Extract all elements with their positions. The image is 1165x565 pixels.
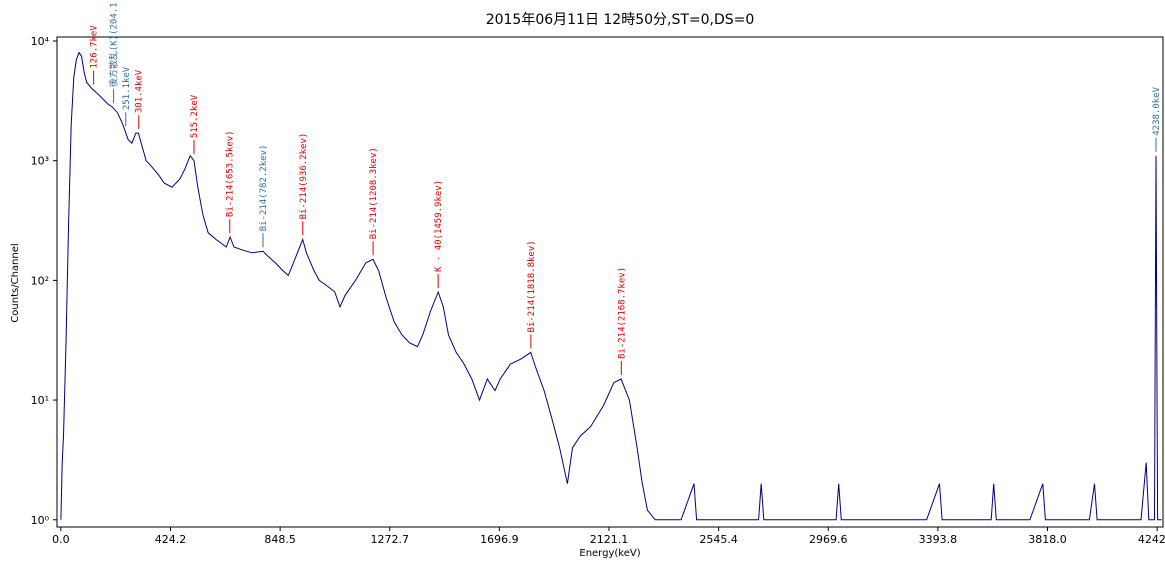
x-tick-label: 3818.0 (1028, 533, 1067, 546)
x-tick-label: 2121.1 (590, 533, 629, 546)
annotation-label: Bi-214(1208.3kev) (369, 147, 379, 239)
x-tick-label: 848.5 (264, 533, 296, 546)
annotation-label: Bi-214(2168.7kev) (617, 267, 627, 359)
x-tick-label: 1696.9 (480, 533, 519, 546)
x-tick-label: 2545.4 (699, 533, 738, 546)
x-tick-label: 424.2 (155, 533, 187, 546)
y-tick-label: 10² (31, 274, 49, 287)
y-tick-label: 10³ (31, 155, 49, 168)
annotation-label: Bi-214(653.5kev) (226, 130, 236, 217)
annotation-label: Bi-214(782.2kev) (259, 145, 269, 232)
x-axis-label: Energy(keV) (579, 548, 640, 559)
annotation-label: 後方散乱(K)(204.1 (108, 2, 120, 87)
annotation-label: Bi-214(936.2kev) (299, 133, 309, 220)
x-tick-label: 4242.3 (1138, 533, 1165, 546)
x-tick-label: 3393.8 (919, 533, 958, 546)
annotation-label: Bi-214(1818.8kev) (527, 240, 537, 332)
annotation-label: 515.2keV (190, 94, 200, 138)
y-tick-label: 10⁴ (31, 35, 50, 48)
annotation-label: 301.4keV (135, 69, 145, 113)
x-tick-label: 1272.7 (371, 533, 410, 546)
annotation-label: 4238.0keV (1152, 86, 1162, 135)
plot-frame (56, 36, 1164, 528)
y-tick-label: 10⁰ (31, 514, 50, 527)
annotation-label: 126.7keV (90, 25, 100, 69)
annotation-label: K - 40(1459.9kev) (434, 180, 444, 272)
x-tick-label: 0.0 (52, 533, 70, 546)
x-tick-label: 2969.6 (809, 533, 848, 546)
chart-title: 2015年06月11日 12時50分,ST=0,DS=0 (486, 12, 755, 28)
y-tick-label: 10¹ (31, 394, 49, 407)
spectrum-line (60, 51, 1162, 521)
annotation-label: 251.1keV (122, 66, 132, 110)
y-axis-label: Counts/Channel (10, 243, 21, 322)
